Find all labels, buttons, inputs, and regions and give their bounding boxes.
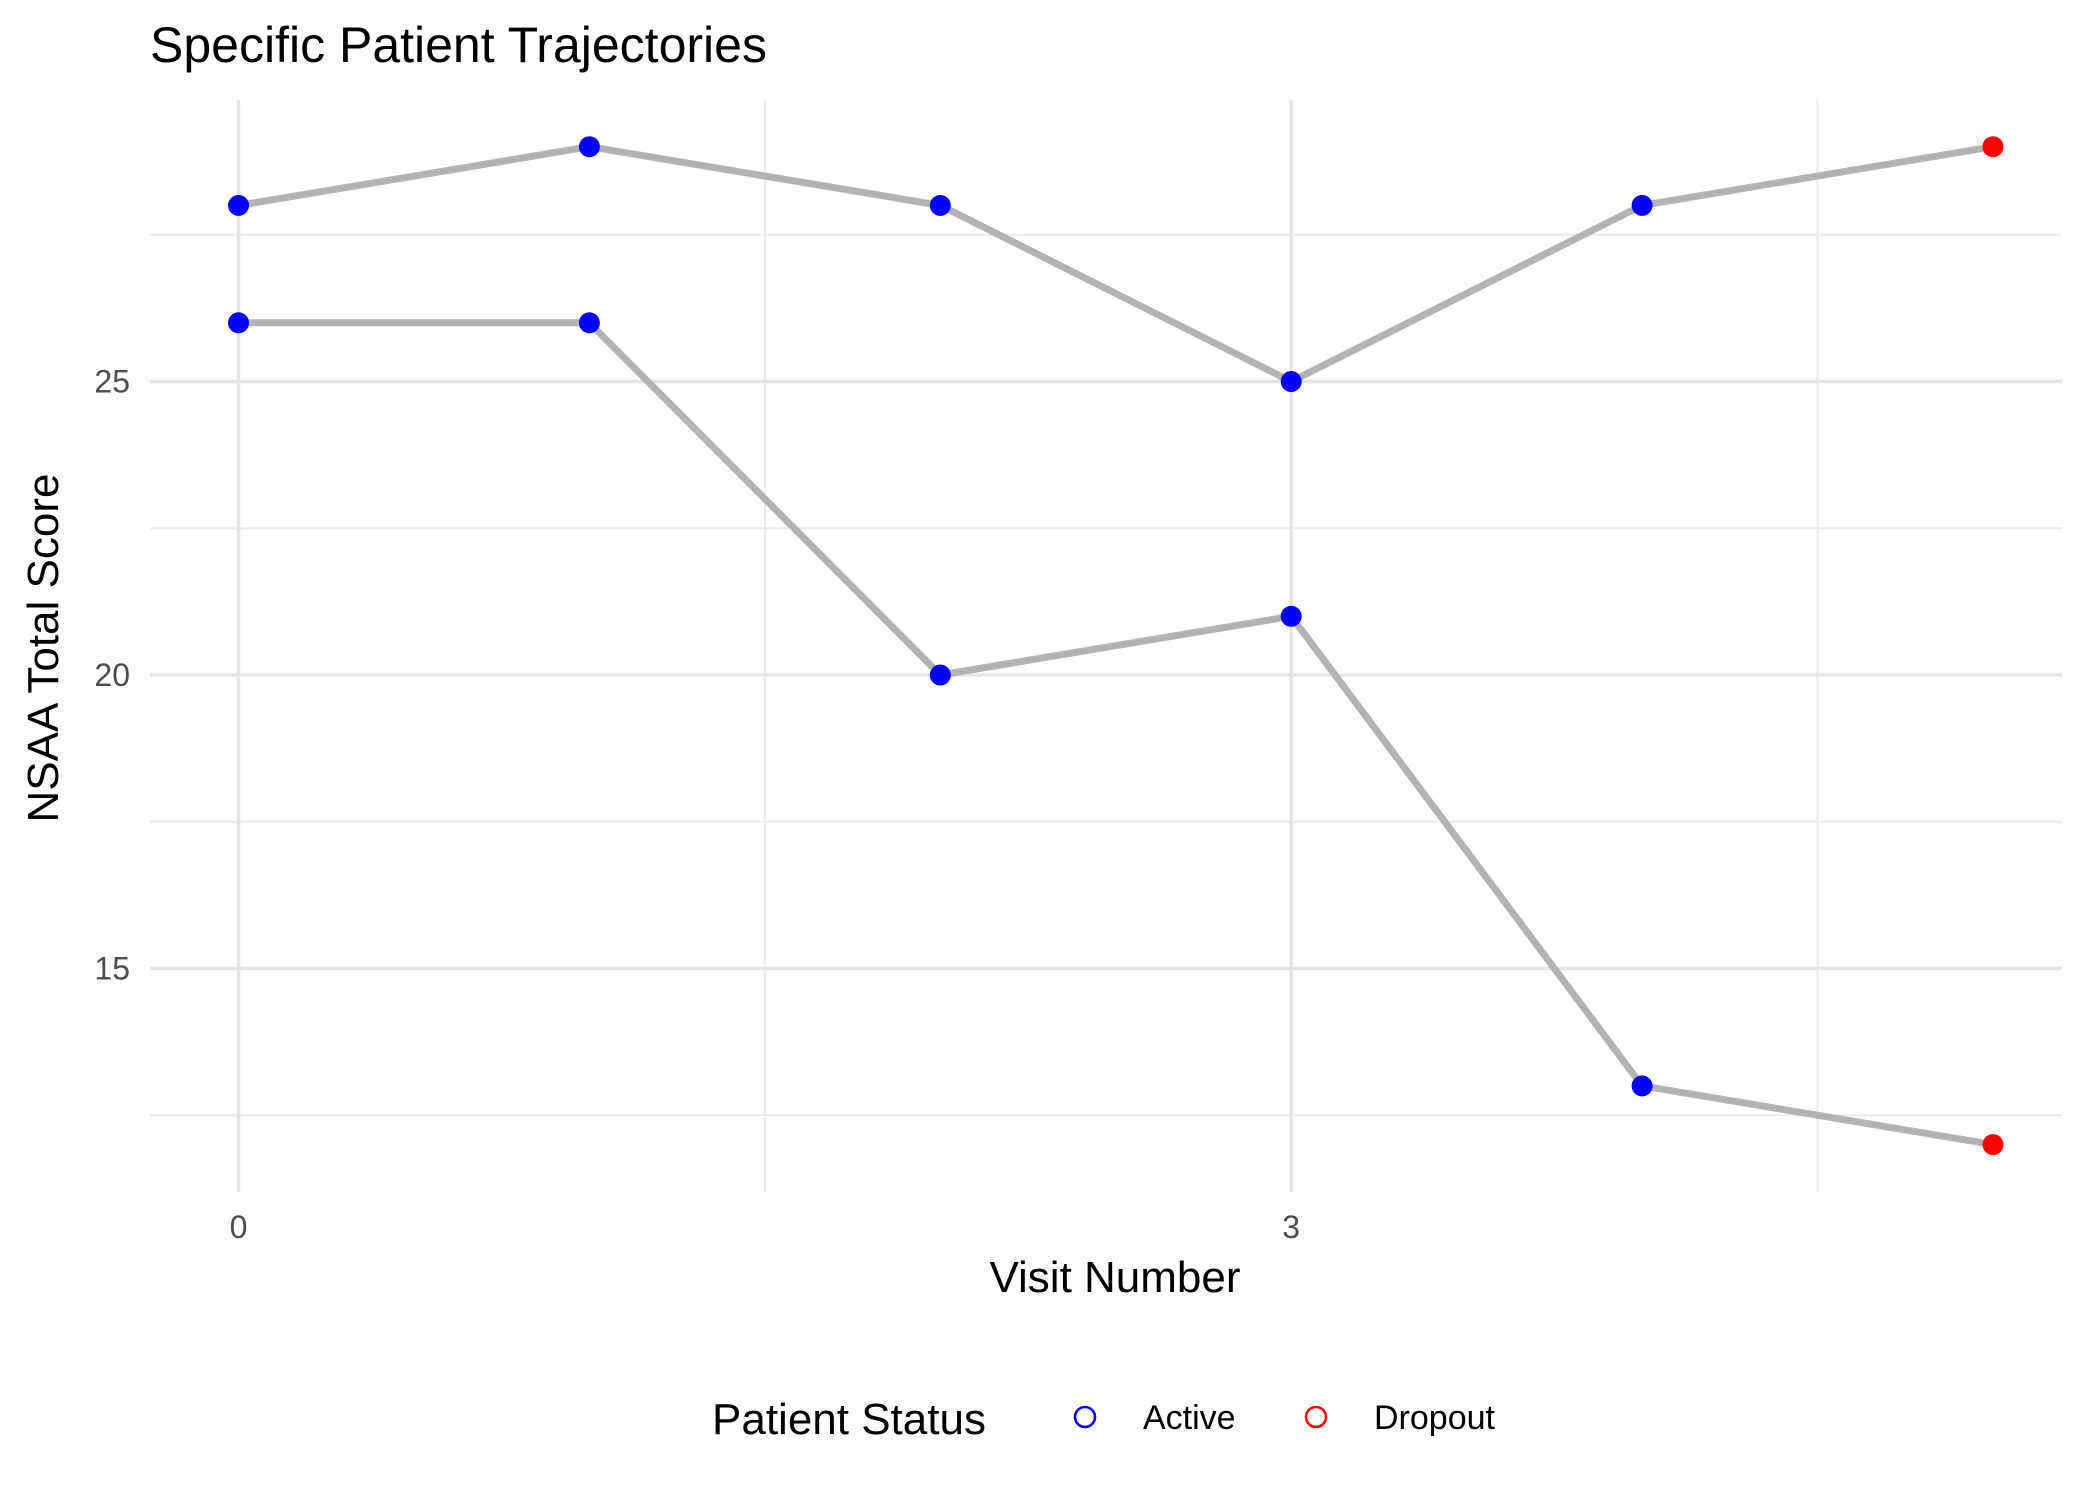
- x-tick-label: 3: [1282, 1209, 1300, 1245]
- y-axis-ticks: 15 20 25: [94, 364, 130, 987]
- x-axis-title: Visit Number: [989, 1253, 1240, 1302]
- data-point-dropout: [1982, 1134, 2004, 1156]
- legend: Patient Status Active Dropout: [712, 1395, 1496, 1444]
- series-line-2: [235, 319, 1997, 1149]
- data-points: [228, 136, 2004, 1156]
- data-point-active: [929, 194, 951, 216]
- y-tick-label: 15: [94, 951, 130, 987]
- legend-label-dropout: Dropout: [1374, 1399, 1496, 1437]
- data-point-active: [578, 136, 600, 158]
- legend-key-dropout: [1304, 1405, 1328, 1429]
- legend-label-active: Active: [1143, 1399, 1236, 1437]
- grid-lines: [150, 100, 2062, 1192]
- series-line-1: [235, 143, 1997, 385]
- y-tick-label: 25: [94, 364, 130, 400]
- data-point-active: [1280, 605, 1302, 627]
- data-point-active: [1280, 371, 1302, 392]
- data-point-dropout: [1982, 136, 2004, 158]
- data-point-active: [578, 312, 600, 334]
- y-tick-label: 20: [94, 657, 130, 693]
- data-point-active: [228, 312, 249, 334]
- data-point-active: [929, 664, 951, 686]
- legend-title: Patient Status: [712, 1395, 986, 1444]
- data-point-active: [1631, 1075, 1653, 1097]
- data-point-active: [228, 194, 249, 216]
- data-point-active: [1631, 194, 1653, 216]
- chart-title: Specific Patient Trajectories: [150, 17, 767, 73]
- y-axis-title: NSAA Total Score: [19, 474, 68, 823]
- legend-key-active: [1073, 1405, 1097, 1429]
- x-tick-label: 0: [230, 1209, 248, 1245]
- series-lines: [235, 143, 1997, 1149]
